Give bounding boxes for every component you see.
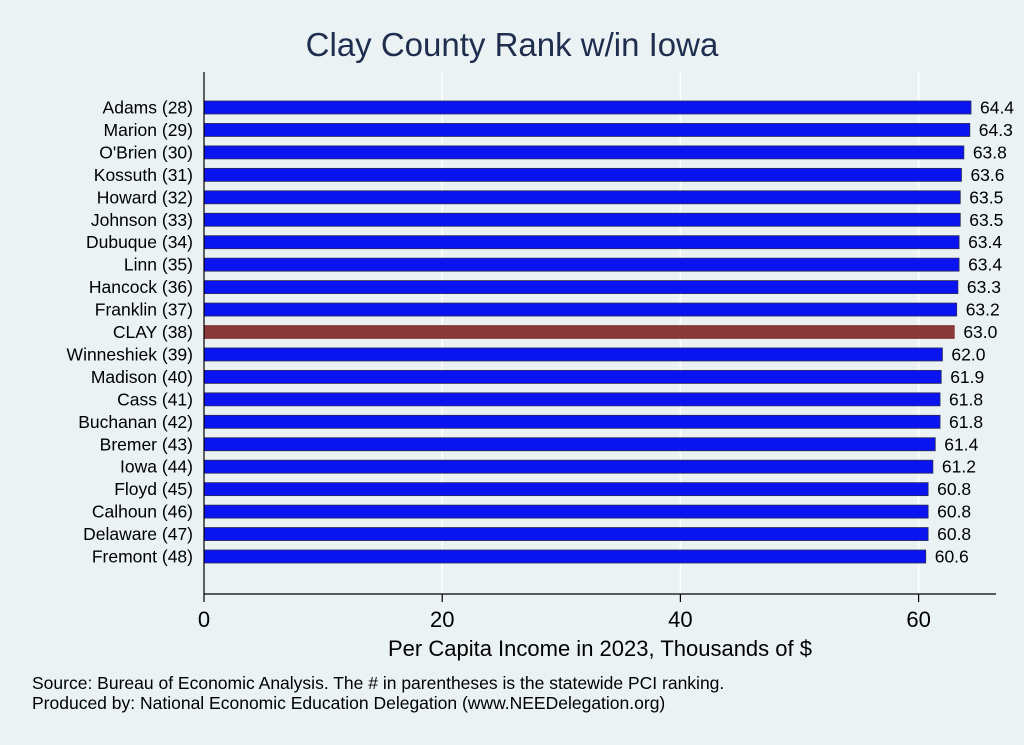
bar [203, 145, 965, 160]
category-label: Cass (41) [117, 389, 193, 409]
x-tick-label: 40 [668, 607, 692, 632]
source-note: Source: Bureau of Economic Analysis. The… [32, 673, 724, 713]
value-label: 63.6 [970, 165, 1004, 185]
source-text: Source: Bureau of Economic Analysis. The… [32, 673, 725, 693]
bar [203, 257, 960, 272]
bar [203, 504, 929, 519]
value-label: 61.2 [942, 457, 976, 477]
value-label: 62.0 [951, 344, 985, 364]
bar [203, 190, 961, 205]
category-label: Kossuth (31) [94, 165, 193, 185]
category-label: Iowa (44) [120, 457, 193, 477]
value-label: 61.4 [944, 434, 978, 454]
bars [203, 100, 972, 564]
bar [203, 437, 936, 452]
category-label: Delaware (47) [83, 524, 193, 544]
value-label: 63.5 [969, 210, 1003, 230]
value-label: 61.9 [950, 367, 984, 387]
bar [203, 100, 972, 115]
value-label: 60.8 [937, 524, 971, 544]
axes: 0 20 40 60 Per Capita Income in 2023, Thousa… [198, 72, 996, 661]
value-label: 63.8 [973, 142, 1007, 162]
category-label: Buchanan (42) [78, 412, 193, 432]
category-label: CLAY (38) [113, 322, 193, 342]
bar [203, 280, 959, 295]
value-label: 63.4 [968, 232, 1002, 252]
value-label: 64.3 [979, 120, 1013, 140]
x-tick-label: 20 [430, 607, 454, 632]
produced-by-text: Produced by: National Economic Education… [32, 693, 666, 713]
category-label: Johnson (33) [91, 210, 193, 230]
category-label: O'Brien (30) [99, 142, 193, 162]
x-tick-label: 0 [198, 607, 210, 632]
bar [203, 347, 943, 362]
category-label: Marion (29) [104, 120, 193, 140]
category-label: Howard (32) [97, 187, 193, 207]
bar [203, 302, 958, 317]
category-label: Fremont (48) [92, 547, 193, 567]
value-label: 61.8 [949, 389, 983, 409]
value-label: 63.2 [966, 300, 1000, 320]
category-label: Calhoun (46) [92, 502, 193, 522]
value-label: 64.4 [980, 98, 1014, 118]
chart-title: Clay County Rank w/in Iowa [305, 26, 719, 63]
value-label: 61.8 [949, 412, 983, 432]
value-label: 60.8 [937, 502, 971, 522]
labels: Adams (28) 64.4 Marion (29) 64.3 O'Brien (30… [67, 98, 1015, 567]
bar [203, 369, 942, 384]
bar [203, 167, 962, 182]
category-label: Franklin (37) [95, 300, 193, 320]
category-label: Dubuque (34) [86, 232, 193, 252]
bar [203, 123, 971, 137]
bar [203, 325, 955, 339]
x-tick-label: 60 [906, 607, 930, 632]
bar [203, 482, 929, 497]
bar [203, 549, 927, 564]
value-label: 63.0 [963, 322, 997, 342]
value-label: 63.5 [969, 187, 1003, 207]
category-label: Hancock (36) [89, 277, 193, 297]
category-label: Linn (35) [124, 255, 193, 275]
value-label: 60.8 [937, 479, 971, 499]
value-label: 63.3 [967, 277, 1001, 297]
category-label: Floyd (45) [114, 479, 193, 499]
bar [203, 459, 934, 474]
value-label: 60.6 [935, 547, 969, 567]
category-label: Adams (28) [103, 98, 193, 118]
bar [203, 392, 941, 407]
bar [203, 414, 941, 429]
bar [203, 235, 960, 250]
bar [203, 527, 929, 541]
category-label: Bremer (43) [100, 434, 193, 454]
category-label: Winneshiek (39) [67, 344, 193, 364]
x-axis-title: Per Capita Income in 2023, Thousands of … [388, 636, 812, 661]
category-label: Madison (40) [91, 367, 193, 387]
value-label: 63.4 [968, 255, 1002, 275]
bar [203, 212, 961, 227]
